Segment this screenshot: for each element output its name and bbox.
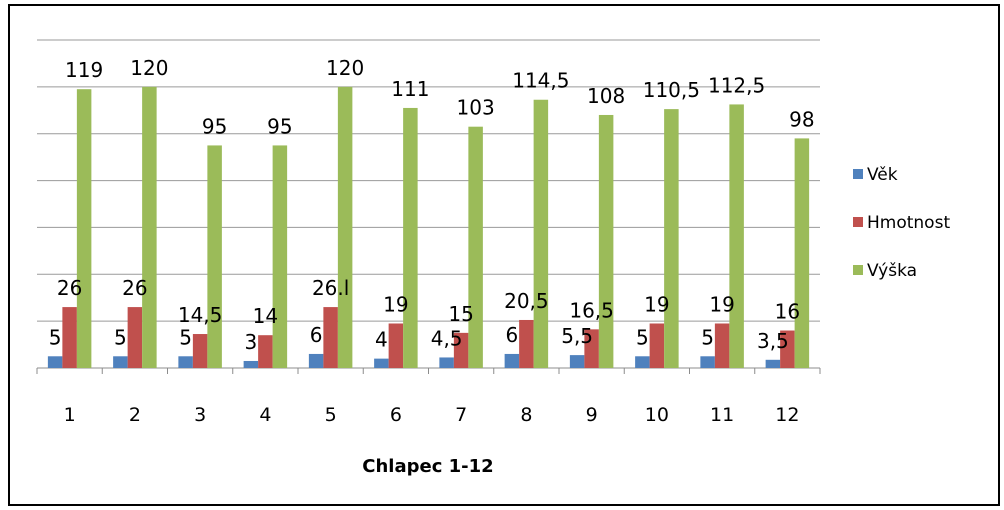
legend-label: Výška	[867, 261, 917, 281]
data-label: 95	[267, 114, 292, 138]
data-label: 5	[179, 325, 192, 349]
legend-swatch	[853, 265, 863, 275]
x-tick-label: 8	[520, 404, 532, 426]
data-label: 5	[49, 325, 62, 349]
legend-swatch	[853, 169, 863, 179]
data-label: 3,5	[757, 329, 789, 353]
x-tick-label: 6	[390, 404, 402, 426]
bar-1-5	[388, 323, 404, 368]
x-tick-label: 2	[129, 404, 141, 426]
data-label: 108	[587, 84, 625, 108]
data-label: 5	[114, 325, 127, 349]
legend-label: Věk	[867, 165, 898, 185]
x-axis-title: Chlapec 1-12	[362, 456, 493, 477]
data-label: 19	[709, 292, 734, 316]
bar-0-10	[700, 356, 715, 368]
data-label: 111	[391, 77, 429, 101]
data-label: 98	[789, 107, 814, 131]
bar-1-2	[192, 334, 208, 368]
bar-2-10	[729, 104, 744, 368]
bar-2-8	[598, 114, 614, 368]
bar-1-11	[780, 330, 795, 368]
x-tick-labels: 1 2 3 4 5 6 7 8 9 10 11 12	[64, 404, 800, 426]
data-label: 103	[457, 96, 495, 120]
bar-1-6	[453, 332, 469, 368]
bar-0-6	[439, 357, 454, 368]
x-tick-label: 12	[775, 404, 799, 426]
x-tick-label: 9	[586, 404, 598, 426]
bar-0-11	[765, 359, 781, 368]
bar-2-3	[272, 145, 288, 368]
data-label: 5	[701, 325, 714, 349]
bar-1-7	[519, 319, 534, 368]
bar-2-6	[468, 126, 483, 368]
bar-2-9	[664, 109, 679, 368]
data-label: 112,5	[708, 73, 765, 97]
bars	[47, 86, 810, 368]
data-label: 5,5	[561, 324, 593, 348]
bar-2-11	[794, 138, 810, 368]
legend-label: Hmotnost	[867, 213, 950, 233]
data-label: 6	[506, 323, 519, 347]
data-label: 15	[448, 302, 473, 326]
chart-frame	[8, 4, 1000, 506]
x-tick-label: 4	[259, 404, 271, 426]
bar-1-10	[714, 323, 730, 368]
data-label: 120	[130, 56, 168, 80]
data-label: 4	[375, 328, 388, 352]
x-tick-label: 3	[194, 404, 206, 426]
data-label: 14	[253, 304, 278, 328]
bar-2-0	[76, 89, 92, 368]
data-label: 120	[326, 56, 364, 80]
bar-2-7	[533, 99, 549, 368]
data-label: 26.l	[312, 276, 349, 300]
bar-0-3	[243, 360, 259, 368]
x-tick-label: 7	[455, 404, 467, 426]
data-label: 26	[57, 276, 82, 300]
legend-swatch	[853, 217, 863, 227]
data-label: 114,5	[512, 69, 569, 93]
x-tick-label: 1	[64, 404, 76, 426]
bar-0-8	[569, 355, 585, 368]
data-label: 19	[644, 292, 669, 316]
bar-0-4	[308, 353, 324, 368]
x-tick-label: 11	[710, 404, 734, 426]
bar-1-4	[323, 307, 338, 368]
bar-1-1	[127, 307, 143, 368]
bar-1-0	[62, 307, 77, 368]
bar-2-4	[337, 86, 353, 368]
bar-1-8	[584, 329, 599, 368]
bar-0-5	[374, 358, 389, 368]
data-label: 16	[775, 300, 800, 324]
data-label: 119	[65, 58, 103, 82]
legend: Věk Hmotnost Výška	[853, 165, 950, 281]
data-label: 14,5	[178, 303, 223, 327]
data-label: 26	[122, 276, 147, 300]
bar-2-2	[207, 145, 222, 368]
bar-0-7	[504, 353, 520, 368]
data-label: 19	[383, 292, 408, 316]
data-label: 3	[245, 330, 258, 354]
bar-0-0	[47, 356, 63, 368]
bar-1-9	[649, 323, 665, 368]
bar-0-1	[113, 356, 128, 368]
gridlines	[36, 39, 821, 374]
data-label: 6	[310, 323, 323, 347]
data-label: 95	[202, 114, 227, 138]
data-label: 20,5	[504, 289, 549, 313]
bar-0-2	[178, 356, 193, 368]
x-tick-label: 5	[325, 404, 337, 426]
bar-1-3	[258, 335, 273, 368]
data-label: 16,5	[569, 298, 614, 322]
bar-2-1	[142, 86, 157, 368]
data-label: 110,5	[643, 78, 700, 102]
x-tick-label: 10	[645, 404, 669, 426]
bar-0-9	[635, 356, 650, 368]
data-label: 5	[636, 325, 649, 349]
data-labels: 5 5 5 3 6 4 4,5 6 5,5 5 5 3,5 26 26 14,5 14 26.l 19 15 20,5…	[49, 56, 815, 354]
bar-2-5	[403, 107, 418, 368]
data-label: 4,5	[431, 326, 463, 350]
